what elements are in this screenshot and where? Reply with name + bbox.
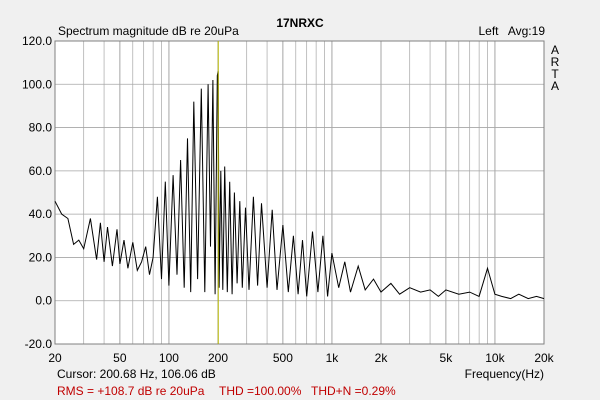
brand-letter-a2: A bbox=[550, 79, 559, 93]
x-tick-label: 1k bbox=[326, 351, 340, 365]
brand-letter-t: T bbox=[551, 67, 559, 81]
x-tick-label: 200 bbox=[208, 351, 228, 365]
x-tick-label: 50 bbox=[113, 351, 127, 365]
thdn-readout: THD+N =0.29% bbox=[311, 384, 396, 398]
y-tick-label: 60.0 bbox=[29, 164, 53, 178]
brand-letter-a1: A bbox=[550, 43, 559, 57]
y-tick-label: 20.0 bbox=[29, 250, 53, 264]
y-tick-label: 80.0 bbox=[29, 121, 53, 135]
channel-avg: Left Avg:19 bbox=[478, 24, 545, 38]
x-tick-label: 20 bbox=[48, 351, 62, 365]
frequency-axis-label: Frequency(Hz) bbox=[464, 367, 544, 381]
x-tick-label: 500 bbox=[273, 351, 293, 365]
avg-label: Avg:19 bbox=[507, 24, 545, 38]
x-tick-label: 100 bbox=[159, 351, 179, 365]
y-tick-label: 120.0 bbox=[22, 34, 52, 48]
y-tick-label: 100.0 bbox=[22, 77, 52, 91]
spectrum-trace bbox=[54, 71, 545, 300]
y-tick-label: 40.0 bbox=[29, 207, 53, 221]
x-tick-label: 20k bbox=[534, 351, 554, 365]
ylabel-title: Spectrum magnitude dB re 20uPa bbox=[58, 24, 239, 38]
x-tick-label: 10k bbox=[485, 351, 505, 365]
x-tick-label: 2k bbox=[375, 351, 389, 365]
thd-readout: THD =100.00% bbox=[219, 384, 302, 398]
chart-header: Spectrum magnitude dB re 20uPa 17NRXC Le… bbox=[0, 0, 600, 40]
status-bar: Cursor: 200.68 Hz, 106.06 dB Frequency(H… bbox=[0, 358, 600, 400]
brand-letter-r: R bbox=[550, 55, 560, 69]
x-tick-label: 5k bbox=[440, 351, 454, 365]
cursor-readout: Cursor: 200.68 Hz, 106.06 dB bbox=[57, 367, 216, 381]
plot-area bbox=[55, 41, 544, 344]
channel-label: Left bbox=[478, 24, 499, 38]
chart-title: 17NRXC bbox=[276, 16, 324, 30]
rms-readout: RMS = +108.7 dB re 20uPa bbox=[57, 384, 205, 398]
arta-brand: A R T A bbox=[549, 44, 561, 92]
y-tick-label: 0.0 bbox=[35, 294, 52, 308]
plot-frame bbox=[54, 40, 545, 345]
y-tick-label: -20.0 bbox=[25, 337, 53, 351]
